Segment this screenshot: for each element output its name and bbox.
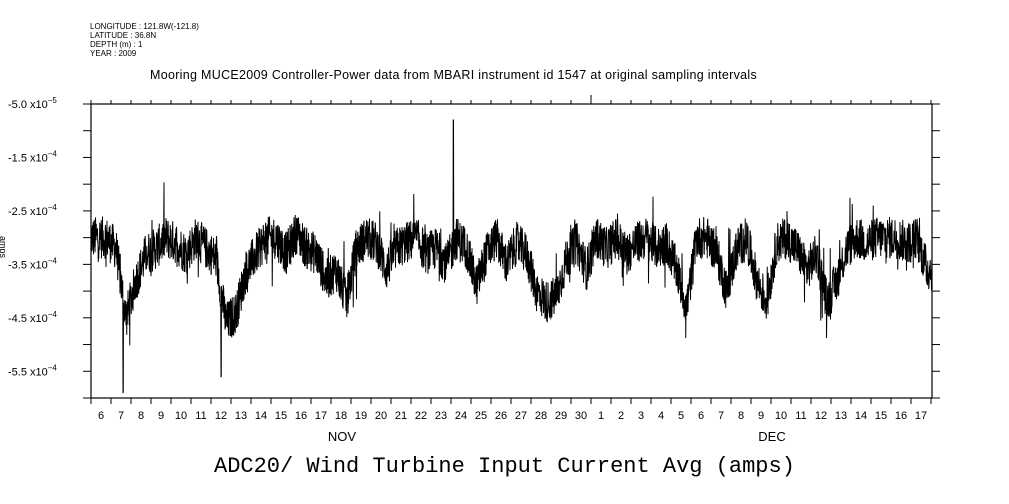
- x-tick-label: 24: [455, 410, 467, 422]
- x-tick-label: 7: [718, 410, 724, 422]
- y-tick-label: -4.5 x10−4: [8, 310, 57, 325]
- x-tick-label: 11: [795, 410, 806, 422]
- x-tick-label: 1: [598, 410, 604, 422]
- x-tick-label: 9: [758, 410, 764, 422]
- month-label-nov: NOV: [328, 429, 357, 444]
- x-tick-label: 11: [195, 410, 206, 422]
- year-label: YEAR : 2009: [90, 49, 137, 58]
- x-tick-label: 12: [815, 410, 827, 422]
- x-tick-label: 23: [435, 410, 447, 422]
- depth-label: DEPTH (m) : 1: [90, 40, 143, 49]
- x-tick-label: 3: [638, 410, 644, 422]
- x-tick-label: 20: [375, 410, 387, 422]
- x-tick-label: 13: [235, 410, 247, 422]
- x-tick-label: 4: [658, 410, 664, 422]
- x-tick-label: 14: [855, 410, 867, 422]
- x-tick-label: 14: [255, 410, 267, 422]
- longitude-label: LONGITUDE : 121.8W(-121.8): [90, 22, 199, 31]
- month-label-dec: DEC: [758, 429, 785, 444]
- x-tick-label: 28: [535, 410, 547, 422]
- x-tick-label: 21: [395, 410, 407, 422]
- x-tick-label: 25: [475, 410, 487, 422]
- x-tick-label: 12: [215, 410, 227, 422]
- y-tick-label: -5.5 x10−4: [8, 363, 57, 378]
- x-tick-label: 29: [555, 410, 567, 422]
- x-tick-label: 16: [295, 410, 307, 422]
- x-tick-label: 10: [775, 410, 787, 422]
- x-tick-label: 8: [138, 410, 144, 422]
- x-tick-label: 9: [158, 410, 164, 422]
- x-tick-label: 6: [698, 410, 704, 422]
- x-tick-label: 17: [915, 410, 927, 422]
- x-tick-label: 7: [118, 410, 124, 422]
- x-tick-label: 26: [495, 410, 507, 422]
- y-tick-label: -3.5 x10−4: [8, 256, 57, 271]
- x-tick-label: 2: [618, 410, 624, 422]
- chart-title: Mooring MUCE2009 Controller-Power data f…: [150, 68, 758, 82]
- latitude-label: LATITUDE : 36.8N: [90, 31, 157, 40]
- y-axis-label: amps: [0, 236, 8, 259]
- x-tick-label: 16: [895, 410, 907, 422]
- x-tick-label: 5: [678, 410, 684, 422]
- x-tick-label: 10: [175, 410, 187, 422]
- x-tick-label: 8: [738, 410, 744, 422]
- y-tick-label: -5.0 x10−5: [8, 96, 57, 111]
- y-tick-label: -2.5 x10−4: [8, 203, 57, 218]
- y-tick-label: -1.5 x10−4: [8, 149, 57, 164]
- x-tick-label: 15: [875, 410, 887, 422]
- x-tick-label: 6: [98, 410, 104, 422]
- x-axis-title: ADC20/ Wind Turbine Input Current Avg (a…: [214, 454, 795, 479]
- series-line: [90, 119, 933, 394]
- x-tick-label: 13: [835, 410, 847, 422]
- x-tick-label: 18: [335, 410, 347, 422]
- x-tick-label: 30: [575, 410, 587, 422]
- metadata-block: LONGITUDE : 121.8W(-121.8) LATITUDE : 36…: [90, 22, 199, 58]
- x-tick-label: 17: [315, 410, 327, 422]
- x-tick-label: 27: [515, 410, 527, 422]
- x-tick-label: 19: [355, 410, 367, 422]
- x-tick-label: 15: [275, 410, 287, 422]
- x-tick-label: 22: [415, 410, 427, 422]
